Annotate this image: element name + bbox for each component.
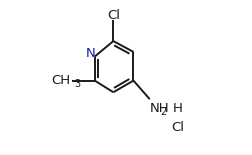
Text: N: N — [86, 47, 95, 60]
Text: Cl: Cl — [106, 9, 119, 22]
Text: Cl: Cl — [170, 121, 183, 134]
Text: NH: NH — [149, 102, 168, 115]
Text: H: H — [172, 102, 182, 115]
Text: 3: 3 — [74, 79, 80, 89]
Text: 2: 2 — [159, 107, 165, 117]
Text: CH: CH — [51, 74, 70, 87]
